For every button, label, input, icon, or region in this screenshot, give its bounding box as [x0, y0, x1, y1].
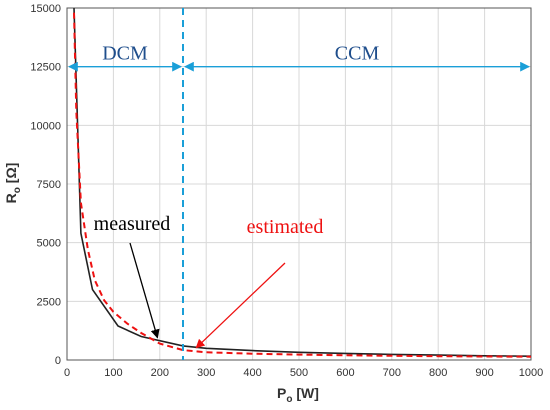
- overlay-layer: DCM CCM measured estimated: [68, 8, 530, 360]
- series-layer: [73, 7, 532, 358]
- x-tick-label: 1000: [519, 367, 543, 379]
- plot-border: [66, 7, 532, 361]
- tick-labels: 0 100 200 300 400 500 600 700 800 900 100002500500…: [30, 3, 543, 379]
- x-tick-label: 900: [475, 367, 493, 379]
- x-tick-label: 600: [336, 367, 354, 379]
- x-tick-label: 800: [429, 367, 447, 379]
- y-tick-label: 0: [55, 355, 61, 367]
- region-label-ccm: CCM: [335, 43, 380, 65]
- x-axis-label: Po [W]: [277, 385, 319, 405]
- y-tick-label: 15000: [30, 3, 61, 15]
- y-axis-label: Ro [Ω]: [3, 163, 23, 204]
- y-tick-label: 12500: [30, 62, 61, 74]
- y-tick-label: 10000: [30, 120, 61, 132]
- x-tick-label: 200: [151, 367, 169, 379]
- x-tick-label: 700: [383, 367, 401, 379]
- x-tick-label: 500: [290, 367, 308, 379]
- y-tick-label: 7500: [37, 179, 61, 191]
- x-tick-label: 0: [64, 367, 70, 379]
- y-tick-label: 5000: [37, 238, 61, 250]
- annotation-arrow-measured: [129, 242, 160, 339]
- annotation-arrow-estimated: [195, 262, 286, 349]
- x-tick-label: 400: [243, 367, 261, 379]
- series-line-estimated: [73, 12, 532, 358]
- y-tick-label: 2500: [37, 296, 61, 308]
- series-line-measured: [73, 7, 532, 357]
- annotation-measured: measured: [94, 213, 171, 235]
- x-tick-label: 300: [197, 367, 215, 379]
- region-label-dcm: DCM: [102, 43, 148, 65]
- annotation-estimated: estimated: [247, 216, 324, 238]
- x-tick-label: 100: [104, 367, 122, 379]
- plot-frame: [66, 7, 532, 361]
